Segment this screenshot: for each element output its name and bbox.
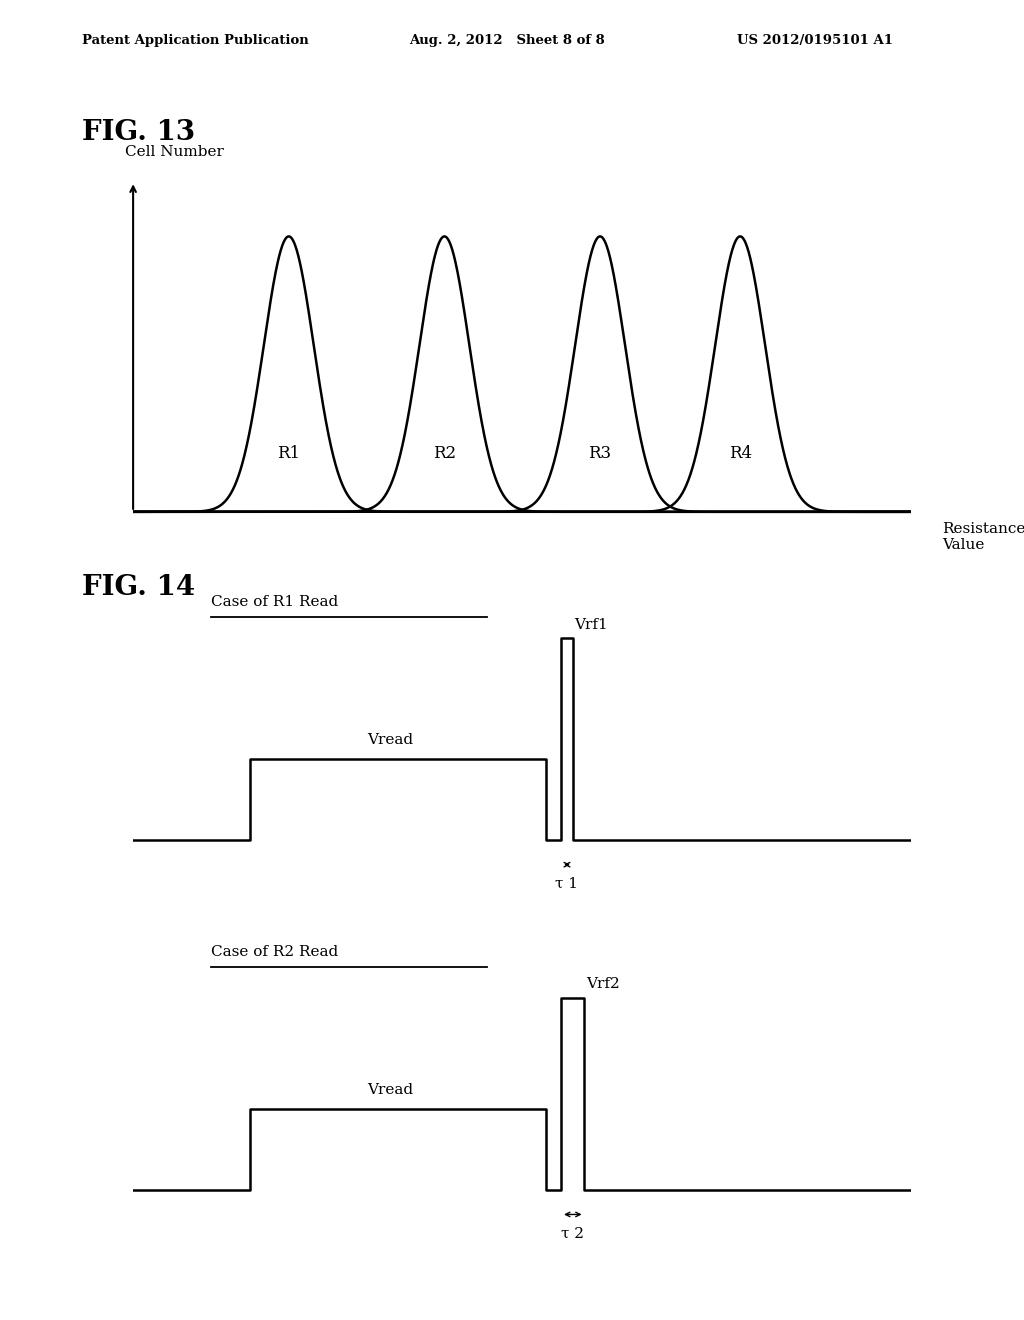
Text: R4: R4 xyxy=(729,445,752,462)
Text: Case of R1 Read: Case of R1 Read xyxy=(211,595,338,610)
Text: Patent Application Publication: Patent Application Publication xyxy=(82,34,308,48)
Text: τ 2: τ 2 xyxy=(561,1226,585,1241)
Text: Vread: Vread xyxy=(367,733,413,747)
Text: US 2012/0195101 A1: US 2012/0195101 A1 xyxy=(737,34,893,48)
Text: Case of R2 Read: Case of R2 Read xyxy=(211,945,338,960)
Text: Cell Number: Cell Number xyxy=(125,145,224,158)
Text: τ 1: τ 1 xyxy=(555,876,579,891)
Text: Aug. 2, 2012   Sheet 8 of 8: Aug. 2, 2012 Sheet 8 of 8 xyxy=(410,34,605,48)
Text: Resistance
Value: Resistance Value xyxy=(942,521,1024,552)
Text: Vrf1: Vrf1 xyxy=(574,618,608,631)
Text: Vrf2: Vrf2 xyxy=(586,978,620,991)
Text: R3: R3 xyxy=(589,445,611,462)
Text: FIG. 14: FIG. 14 xyxy=(82,574,195,601)
Text: Vread: Vread xyxy=(367,1082,413,1097)
Text: FIG. 13: FIG. 13 xyxy=(82,119,195,145)
Text: R2: R2 xyxy=(433,445,456,462)
Text: R1: R1 xyxy=(278,445,300,462)
